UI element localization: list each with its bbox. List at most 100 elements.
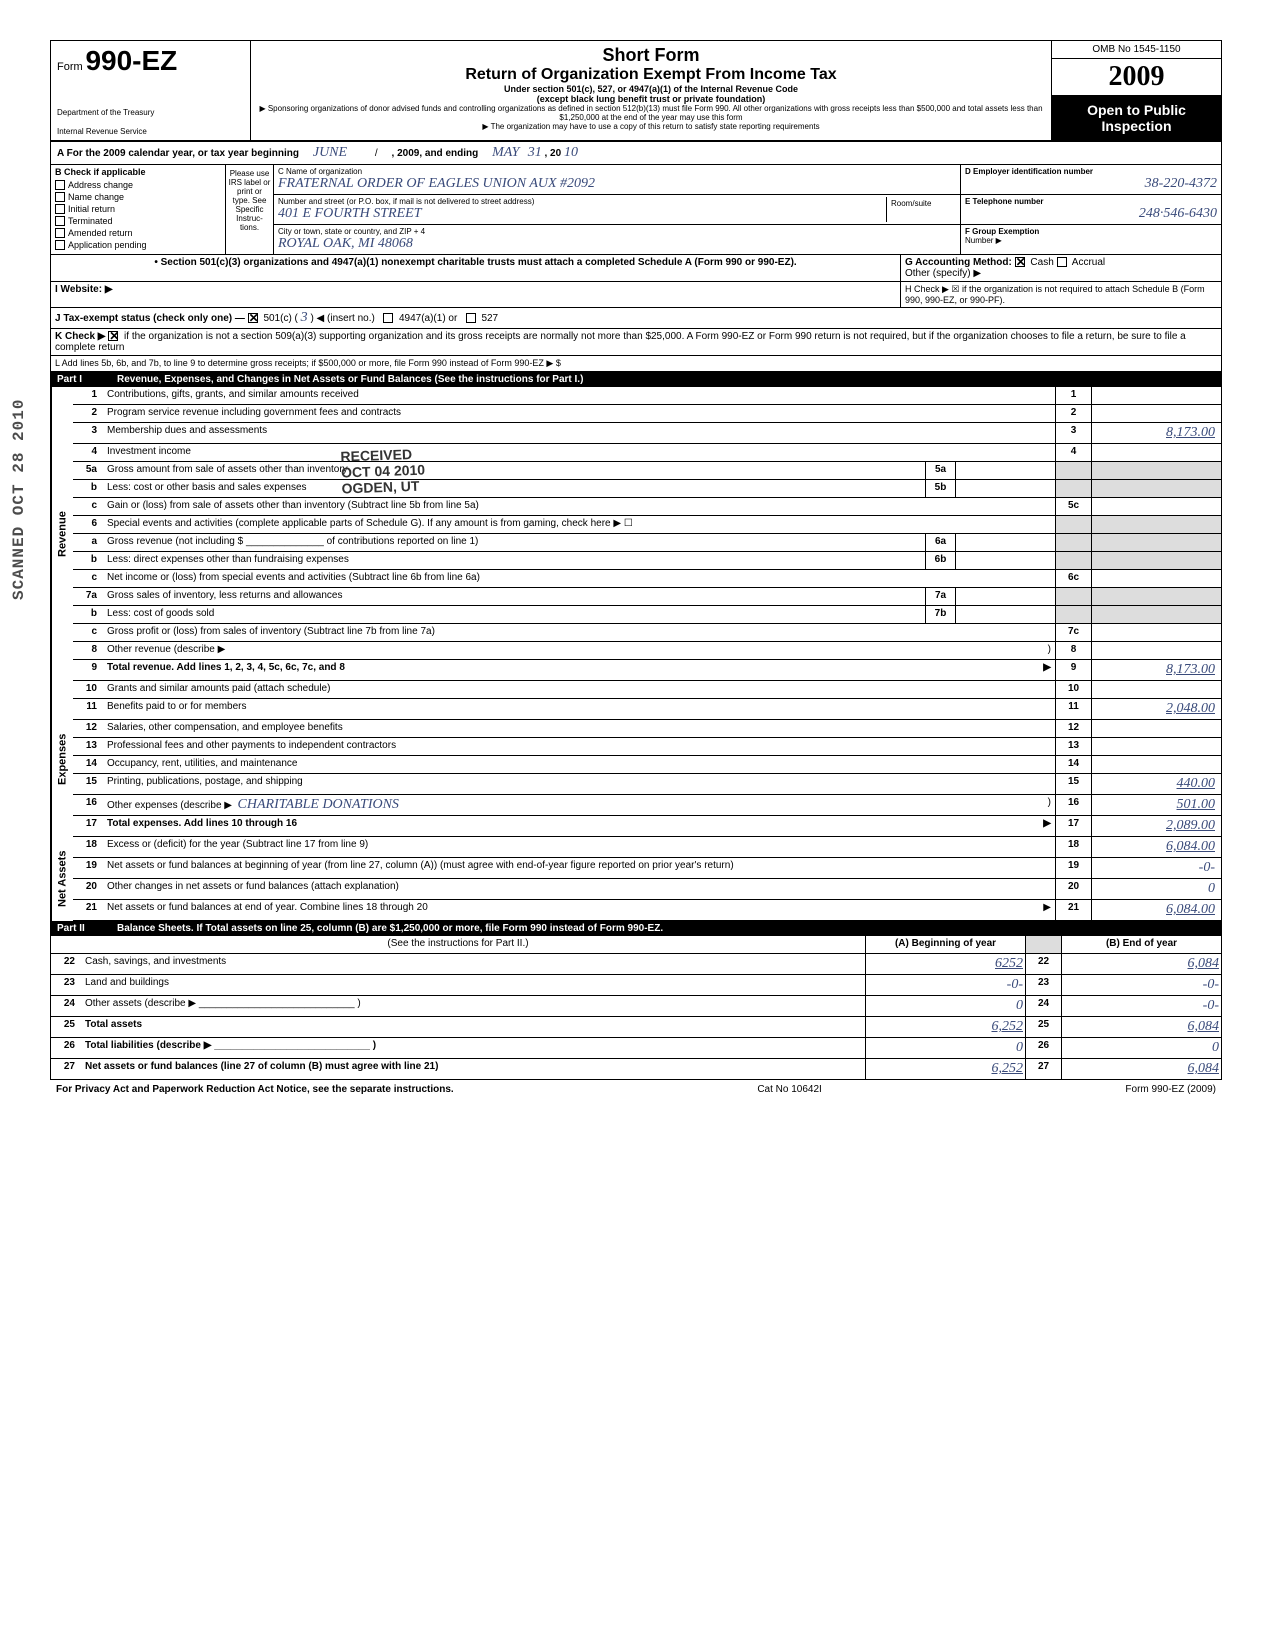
year-end-yr: 10 — [564, 145, 578, 160]
b18: 18 — [1055, 837, 1091, 857]
b7b — [1055, 606, 1091, 623]
n9: 9 — [73, 660, 103, 680]
b7a — [1055, 588, 1091, 605]
col-mid-header — [1025, 936, 1061, 953]
chk-501c[interactable] — [248, 313, 258, 323]
chk-k[interactable] — [108, 331, 118, 341]
n22: 22 — [51, 954, 81, 974]
a24a: 0 — [865, 996, 1025, 1016]
a25b: 6,084 — [1061, 1017, 1221, 1037]
m6a: 6a — [925, 534, 955, 551]
subtitle-sponsoring: ▶ Sponsoring organizations of donor advi… — [259, 104, 1043, 122]
please-use-label: Please use IRS label or print or type. S… — [226, 165, 274, 254]
d16: Other expenses (describe ▶ — [107, 800, 232, 811]
b12: 12 — [1055, 720, 1091, 737]
b6a — [1055, 534, 1091, 551]
b23: 23 — [1025, 975, 1061, 995]
a14 — [1091, 756, 1221, 773]
chk-cash[interactable] — [1015, 257, 1025, 267]
n6a: a — [73, 534, 103, 551]
n20: 20 — [73, 879, 103, 899]
text-k: if the organization is not a section 509… — [55, 331, 1186, 353]
m6b: 6b — [925, 552, 955, 569]
n4: 4 — [73, 444, 103, 461]
a11: 2,048.00 — [1091, 699, 1221, 719]
d22: Cash, savings, and investments — [81, 954, 865, 974]
a22a: 6252 — [865, 954, 1025, 974]
chk-app-pending[interactable]: Application pending — [51, 239, 225, 251]
chk-527[interactable] — [466, 313, 476, 323]
dept-irs: Internal Revenue Service — [57, 127, 244, 136]
n23: 23 — [51, 975, 81, 995]
n27: 27 — [51, 1059, 81, 1079]
lbl-addr-change: Address change — [68, 180, 133, 190]
a19: -0- — [1091, 858, 1221, 878]
year-begin: JUNE — [313, 145, 347, 160]
subtitle-copy: ▶ The organization may have to use a cop… — [259, 122, 1043, 131]
d2: Program service revenue including govern… — [103, 405, 1055, 422]
footer-privacy: For Privacy Act and Paperwork Reduction … — [56, 1084, 454, 1095]
a3: 8,173.00 — [1091, 423, 1221, 443]
label-group: F Group Exemption — [965, 227, 1217, 236]
b6c: 6c — [1055, 570, 1091, 587]
line-a-text: A For the 2009 calendar year, or tax yea… — [57, 148, 299, 159]
d7c: Gross profit or (loss) from sales of inv… — [103, 624, 1055, 641]
v7a — [955, 588, 1055, 605]
label-ein: D Employer identification number — [965, 167, 1217, 176]
d16x: CHARITABLE DONATIONS — [238, 797, 399, 812]
label-website: I Website: ▶ — [51, 282, 901, 307]
lbl-4947: 4947(a)(1) or — [399, 313, 457, 324]
org-name: FRATERNAL ORDER OF EAGLES UNION AUX #209… — [278, 176, 956, 192]
a6c — [1091, 570, 1221, 587]
a27a: 6,252 — [865, 1059, 1025, 1079]
part2-instr: (See the instructions for Part II.) — [51, 936, 865, 953]
subtitle-section: Under section 501(c), 527, or 4947(a)(1)… — [259, 84, 1043, 94]
n21: 21 — [73, 900, 103, 920]
chk-terminated[interactable]: Terminated — [51, 215, 225, 227]
b15: 15 — [1055, 774, 1091, 794]
section-h: H Check ▶ ☒ if the organization is not r… — [901, 282, 1221, 307]
chk-accrual[interactable] — [1057, 257, 1067, 267]
label-k: K Check ▶ — [55, 331, 105, 342]
stamp-ogden: OGDEN, UT — [341, 478, 426, 497]
chk-amended[interactable]: Amended return — [51, 227, 225, 239]
form-header: Form 990-EZ Department of the Treasury I… — [51, 41, 1221, 142]
m5a: 5a — [925, 462, 955, 479]
a23b: -0- — [1061, 975, 1221, 995]
v5a — [955, 462, 1055, 479]
chk-4947[interactable] — [383, 313, 393, 323]
m7b: 7b — [925, 606, 955, 623]
a7c — [1091, 624, 1221, 641]
b21: 21 — [1055, 900, 1091, 920]
d25: Total assets — [81, 1017, 865, 1037]
label-j: J Tax-exempt status (check only one) — — [55, 313, 245, 324]
d14: Occupancy, rent, utilities, and maintena… — [103, 756, 1055, 773]
d5a: Gross amount from sale of assets other t… — [103, 462, 925, 479]
n17: 17 — [73, 816, 103, 836]
b27: 27 — [1025, 1059, 1061, 1079]
chk-address-change[interactable]: Address change — [51, 179, 225, 191]
title-return: Return of Organization Exempt From Incom… — [259, 66, 1043, 84]
d20: Other changes in net assets or fund bala… — [103, 879, 1055, 899]
year-09: 09 — [1137, 61, 1165, 92]
n10: 10 — [73, 681, 103, 698]
d6b: Less: direct expenses other than fundrai… — [103, 552, 925, 569]
a15: 440.00 — [1091, 774, 1221, 794]
scanned-stamp: SCANNED OCT 28 2010 — [10, 399, 28, 600]
d3: Membership dues and assessments — [103, 423, 1055, 443]
n6: 6 — [73, 516, 103, 533]
d12: Salaries, other compensation, and employ… — [103, 720, 1055, 737]
n7c: c — [73, 624, 103, 641]
part2-num: Part II — [57, 923, 117, 934]
chk-initial-return[interactable]: Initial return — [51, 203, 225, 215]
footer-form: Form 990-EZ (2009) — [1125, 1084, 1216, 1095]
chk-name-change[interactable]: Name change — [51, 191, 225, 203]
d6: Special events and activities (complete … — [103, 516, 1055, 533]
a5b — [1091, 480, 1221, 497]
d11: Benefits paid to or for members — [103, 699, 1055, 719]
a7a — [1091, 588, 1221, 605]
a13 — [1091, 738, 1221, 755]
org-info-block: B Check if applicable Address change Nam… — [51, 165, 1221, 255]
b2: 2 — [1055, 405, 1091, 422]
lbl-insert-no: ) ◀ (insert no.) — [310, 313, 374, 324]
